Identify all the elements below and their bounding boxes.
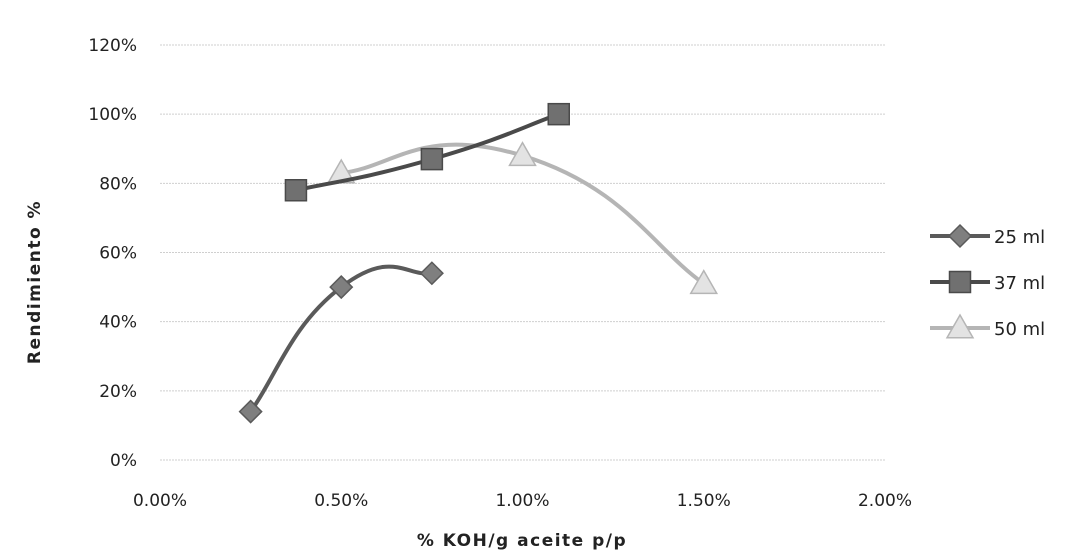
y-tick-label: 60% xyxy=(99,244,137,264)
data-point xyxy=(419,261,444,286)
data-point xyxy=(284,179,308,202)
legend-marker xyxy=(948,270,972,294)
y-tick-label: 0% xyxy=(110,451,137,471)
legend-label: 25 ml xyxy=(994,227,1045,248)
legend-marker xyxy=(947,223,973,249)
series-25-ml xyxy=(238,261,444,424)
legend-label: 50 ml xyxy=(994,319,1045,340)
y-tick-label: 100% xyxy=(88,105,137,125)
series-37-ml xyxy=(284,102,570,202)
legend-label: 37 ml xyxy=(994,273,1045,294)
legend: 25 ml 37 ml 50 ml xyxy=(930,223,1045,340)
y-tick-label: 80% xyxy=(99,174,137,194)
y-tick-label: 20% xyxy=(99,382,137,402)
x-tick-label: 1.00% xyxy=(495,491,549,511)
x-tick-label: 2.00% xyxy=(858,491,912,511)
x-axis: 0.00% 0.50% 1.00% 1.50% 2.00% xyxy=(133,491,912,511)
x-tick-label: 0.00% xyxy=(133,491,187,511)
legend-marker xyxy=(945,313,975,339)
series-layer xyxy=(238,102,719,424)
data-point xyxy=(547,102,570,126)
series-50-ml xyxy=(326,141,719,295)
legend-item: 50 ml xyxy=(930,313,1045,340)
x-axis-title: % KOH/g aceite p/p xyxy=(417,531,627,551)
y-tick-label: 120% xyxy=(88,36,137,56)
legend-item: 37 ml xyxy=(930,270,1045,294)
grid xyxy=(160,44,885,461)
x-tick-label: 1.50% xyxy=(677,491,731,511)
y-axis-title: Rendimiento % xyxy=(25,200,45,364)
legend-item: 25 ml xyxy=(930,223,1045,249)
y-axis: 0% 20% 40% 60% 80% 100% 120% xyxy=(88,36,137,471)
y-tick-label: 40% xyxy=(99,313,137,333)
data-point xyxy=(689,269,719,295)
data-point xyxy=(329,275,354,300)
data-point xyxy=(238,399,263,424)
x-tick-label: 0.50% xyxy=(314,491,368,511)
data-point xyxy=(508,141,537,167)
data-point xyxy=(420,147,444,171)
